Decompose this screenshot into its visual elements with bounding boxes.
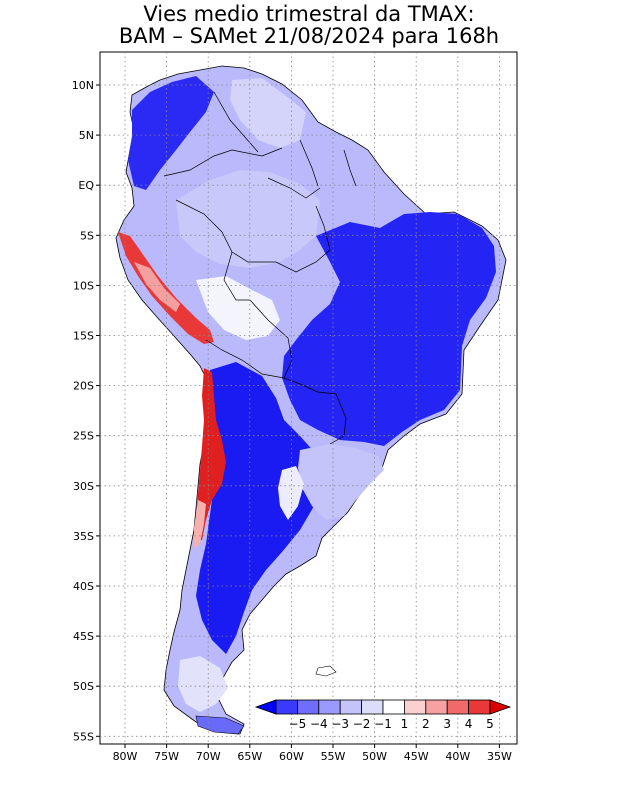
longitude-label: 75W [154, 750, 179, 763]
longitude-label: 40W [445, 750, 470, 763]
colorbar-label: −2 [353, 717, 371, 731]
colorbar-label: 3 [443, 717, 451, 731]
colorbar-segment [403, 699, 427, 715]
tierra-del-fuego [195, 715, 245, 735]
latitude-label: 40S [73, 580, 94, 593]
colorbar-label: −5 [289, 717, 307, 731]
continent [115, 65, 507, 735]
colorbar-segment [382, 699, 405, 715]
title-line-1: Vies medio trimestral da TMAX: [143, 2, 475, 26]
colorbar-segment [339, 699, 363, 715]
neutral-region-andes [196, 276, 280, 340]
latitude-label: 5S [80, 229, 94, 242]
positive-region-peru-coast [118, 232, 214, 344]
longitude-label: 70W [196, 750, 221, 763]
colorbar-segment [296, 699, 320, 715]
colorbar-segment [318, 699, 341, 715]
colorbar-segment [446, 699, 470, 715]
colorbar-max-arrow [489, 699, 512, 715]
colorbar-label: −1 [374, 717, 392, 731]
colorbar-segment [425, 699, 448, 715]
colorbar-segment [468, 699, 491, 715]
longitude-label: 80W [113, 750, 138, 763]
colorbar-label: 5 [486, 717, 494, 731]
strong-negative-region-north [128, 76, 214, 190]
falkland-islands [315, 665, 337, 677]
colorbar-label: 4 [465, 717, 473, 731]
country-borders [163, 91, 357, 445]
positive-region-chile-light [194, 500, 206, 548]
light-region-amazon [176, 170, 320, 268]
colorbar-label: −4 [310, 717, 328, 731]
longitude-label: 50W [362, 750, 387, 763]
latitude-label: 25S [73, 430, 94, 443]
positive-region-chile [196, 368, 226, 540]
longitude-label: 65W [237, 750, 262, 763]
colorbar: −5 −4 −3 −2 −1 1 2 3 4 5 [254, 699, 512, 731]
latitude-labels: 10N 5N EQ 5S 10S 15S 20S 25S 30S 35S 40S 45S 50S 55S [72, 79, 100, 743]
longitude-label: 45W [404, 750, 429, 763]
light-region-patagonia-south [178, 656, 228, 712]
light-region-uruguay [298, 444, 384, 520]
latitude-label: 10N [72, 79, 94, 92]
colorbar-label: 2 [422, 717, 430, 731]
strong-negative-region-argentina [196, 362, 320, 654]
latitude-label: 35S [73, 530, 94, 543]
colorbar-label: 1 [401, 717, 409, 731]
latitude-label: 45S [73, 630, 94, 643]
latitude-label: 5N [79, 129, 94, 142]
strong-negative-region-brazil [282, 212, 496, 446]
longitude-label: 60W [279, 750, 304, 763]
positive-region-peru-inland [134, 262, 180, 312]
latitude-label: 55S [73, 730, 94, 743]
colorbar-label: −3 [331, 717, 349, 731]
latitude-label: 30S [73, 480, 94, 493]
latitude-label: 10S [73, 279, 94, 292]
latitude-label: 20S [73, 380, 94, 393]
light-region-guianas [230, 78, 306, 148]
latitude-label: EQ [78, 179, 94, 192]
colorbar-segment [275, 699, 298, 715]
colorbar-segment [361, 699, 384, 715]
longitude-labels: 80W 75W 70W 65W 60W 55W 50W 45W 40W 35W [113, 744, 512, 763]
latitude-label: 50S [73, 680, 94, 693]
title-line-2: BAM – SAMet 21/08/2024 para 168h [118, 24, 500, 48]
longitude-label: 55W [321, 750, 346, 763]
graticule [100, 52, 517, 744]
longitude-label: 35W [487, 750, 512, 763]
latitude-label: 15S [73, 330, 94, 343]
